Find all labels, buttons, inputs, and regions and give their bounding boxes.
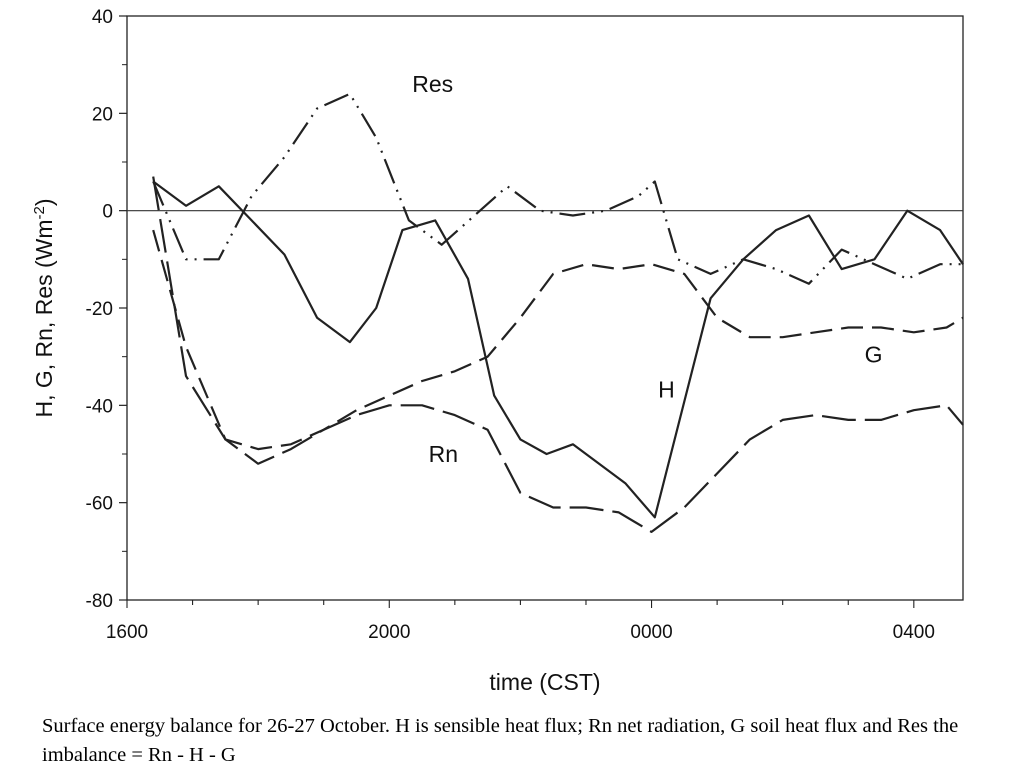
series-line-rn (152, 176, 964, 534)
x-axis-title: time (CST) (489, 669, 600, 695)
y-tick-label: 0 (102, 202, 113, 223)
x-tick-label: 2000 (368, 622, 410, 643)
figure-caption: Surface energy balance for 26-27 October… (42, 715, 959, 766)
series-line-h (152, 180, 964, 519)
y-tick-label: -80 (86, 591, 113, 612)
plot-frame (126, 15, 964, 601)
series-layer (152, 92, 964, 534)
x-tick-label: 0000 (630, 622, 672, 643)
series-annotation: Rn (429, 441, 458, 467)
y-axis-title-superscript: -2 (31, 206, 48, 219)
series-annotation: Res (412, 71, 453, 97)
energy-balance-chart: -80 -60 -40 -20 0 20 40 1600 2000 0000 0400 Res H Rn… (31, 7, 964, 695)
x-tick-label: 1600 (106, 622, 148, 643)
labels-layer: Res H Rn G (412, 71, 882, 467)
series-line-res (152, 92, 963, 285)
y-tick-label: -40 (86, 396, 113, 417)
y-tick-label: 20 (92, 104, 113, 125)
y-axis-title: H, G, Rn, Res (Wm-2) (31, 198, 57, 417)
y-axis-title-close: ) (31, 198, 57, 206)
y-tick-label: -20 (86, 299, 113, 320)
y-tick-label: 40 (92, 7, 113, 28)
y-axis-title-main: H, G, Rn, Res (Wm (31, 219, 57, 417)
series-annotation: G (865, 342, 883, 368)
series-line-g (152, 229, 964, 451)
x-tick-label: 0400 (893, 622, 935, 643)
y-tick-label: -60 (86, 494, 113, 515)
series-annotation: H (658, 377, 675, 403)
axis-ticks: -80 -60 -40 -20 0 20 40 1600 2000 0000 0400 (86, 7, 963, 643)
